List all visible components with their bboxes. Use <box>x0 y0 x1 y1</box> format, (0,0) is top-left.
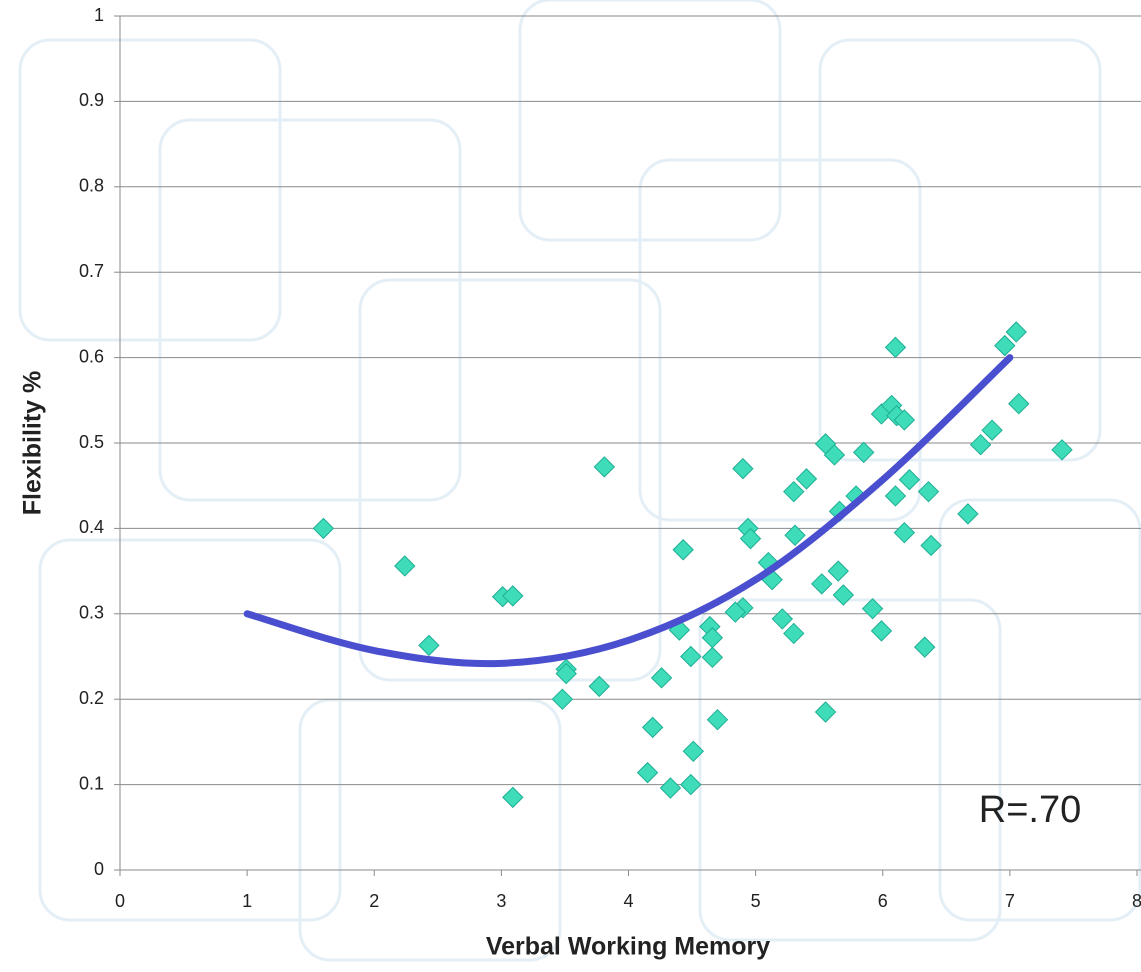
point <box>795 468 818 490</box>
point <box>650 667 673 689</box>
point <box>593 456 616 478</box>
point <box>732 457 754 480</box>
point <box>893 521 916 544</box>
point <box>917 480 940 503</box>
point <box>312 517 335 540</box>
point <box>827 560 849 582</box>
point <box>701 646 724 669</box>
point <box>418 634 440 657</box>
trend-line <box>243 354 1014 668</box>
point <box>994 334 1016 357</box>
point <box>784 524 806 546</box>
point <box>555 662 577 685</box>
y-tick-label: 0.9 <box>79 90 104 110</box>
point <box>913 636 936 658</box>
x-tick-label: 3 <box>496 891 506 911</box>
x-tick-label: 4 <box>623 891 633 911</box>
point <box>861 597 884 620</box>
y-tick-label: 0 <box>94 859 104 879</box>
y-tick-label: 0.6 <box>79 346 104 366</box>
x-tick-label: 0 <box>115 891 125 911</box>
point <box>969 434 992 456</box>
y-tick-label: 0.4 <box>79 517 104 537</box>
point <box>783 622 805 645</box>
y-axis-title: Flexibility % <box>19 371 47 515</box>
y-tick-label: 1 <box>94 5 104 25</box>
point <box>783 480 805 503</box>
x-tick-label: 6 <box>878 891 888 911</box>
y-tick-label: 0.2 <box>79 688 104 708</box>
point <box>739 527 762 550</box>
point <box>814 701 837 723</box>
point <box>832 584 855 606</box>
y-tick-label: 0.1 <box>79 773 104 793</box>
point <box>981 419 1003 441</box>
point <box>706 708 729 731</box>
point <box>502 585 524 607</box>
x-axis-title: Verbal Working Memory <box>486 933 770 961</box>
x-tick-label: 8 <box>1132 891 1141 911</box>
point <box>893 409 916 431</box>
point <box>1005 321 1027 343</box>
point <box>724 601 746 623</box>
point <box>502 786 524 809</box>
x-tick-label: 1 <box>242 891 252 911</box>
point <box>659 777 682 799</box>
y-tick-label: 0.3 <box>79 603 104 623</box>
point <box>551 688 574 710</box>
point <box>636 761 659 784</box>
point <box>394 555 416 577</box>
background-pattern <box>18 0 1141 962</box>
point <box>682 740 705 763</box>
point <box>680 773 702 796</box>
y-tick-label: 0.5 <box>79 432 104 452</box>
point <box>1008 393 1030 415</box>
point <box>1051 439 1073 461</box>
point <box>823 444 846 466</box>
point <box>920 534 942 557</box>
point <box>771 608 794 630</box>
y-tick-label: 0.7 <box>79 261 104 281</box>
x-tick-label: 2 <box>369 891 379 911</box>
x-tick-label: 5 <box>751 891 761 911</box>
annotation: R=.70 <box>979 789 1081 831</box>
point <box>898 469 921 491</box>
x-tick-label: 7 <box>1005 891 1015 911</box>
point <box>884 485 907 507</box>
point <box>672 539 694 561</box>
point <box>870 620 893 642</box>
point <box>588 675 610 698</box>
y-tick-label: 0.8 <box>79 176 104 196</box>
point <box>680 645 702 668</box>
point <box>957 503 979 525</box>
point <box>852 441 875 464</box>
point <box>641 716 664 739</box>
point <box>884 336 907 359</box>
point <box>811 573 833 595</box>
